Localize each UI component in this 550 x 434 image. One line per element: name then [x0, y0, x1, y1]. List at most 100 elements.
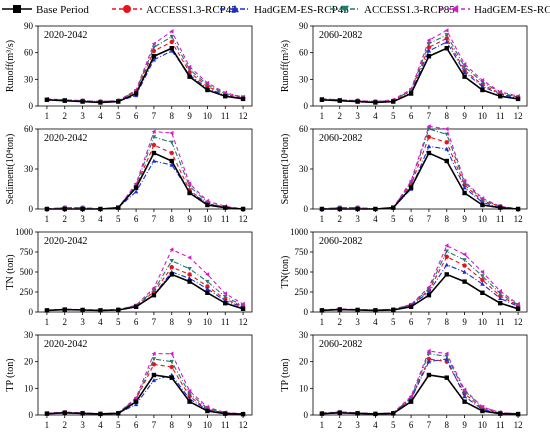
data-point: [187, 255, 192, 260]
data-point: [205, 87, 210, 93]
data-point: [133, 399, 139, 404]
data-point: [426, 144, 432, 149]
period-label: 2020-2042: [44, 133, 87, 144]
data-point: [515, 96, 521, 102]
y-tick-label: 0: [29, 307, 34, 317]
legend-item: HadGEM-ES-RCP85: [440, 4, 550, 16]
x-tick-label: 5: [116, 111, 121, 121]
data-point: [498, 94, 503, 99]
data-point: [169, 39, 174, 45]
x-tick-label: 8: [445, 420, 450, 430]
data-point: [223, 291, 228, 296]
data-point: [151, 293, 157, 298]
x-tick-label: 12: [239, 111, 248, 121]
x-tick-label: 7: [427, 111, 432, 121]
series-line: [46, 136, 244, 210]
y-tick-label: 0: [304, 307, 309, 317]
x-tick-label: 4: [373, 111, 378, 121]
series: [44, 269, 246, 313]
y-tick-label: 20: [299, 357, 309, 367]
data-point: [319, 206, 325, 212]
data-point: [462, 258, 467, 263]
y-axis-label: TP (ton): [280, 358, 291, 391]
data-point: [444, 356, 449, 361]
data-point: [498, 293, 503, 299]
x-tick-label: 1: [45, 317, 50, 327]
data-point: [133, 91, 139, 96]
x-tick-label: 6: [409, 111, 414, 121]
data-point: [187, 279, 192, 284]
data-point: [480, 281, 485, 286]
data-point: [373, 206, 378, 212]
x-tick-label: 7: [152, 317, 157, 327]
data-point: [426, 54, 432, 59]
data-point: [151, 135, 157, 140]
x-tick-label: 1: [320, 111, 325, 121]
data-point: [355, 307, 360, 313]
legend-marker: [231, 5, 239, 13]
data-point: [462, 399, 467, 404]
y-tick-label: 500: [20, 267, 34, 277]
y-axis-label: TN (ton): [5, 254, 16, 289]
data-point: [169, 29, 174, 34]
data-point: [205, 404, 210, 410]
x-tick-label: 8: [445, 317, 450, 327]
x-tick-label: 1: [45, 214, 50, 224]
series: [44, 259, 246, 313]
x-tick-label: 3: [80, 420, 85, 430]
series-line: [46, 248, 244, 311]
series-line: [321, 374, 519, 415]
series-line: [46, 273, 244, 312]
x-tick-label: 2: [338, 111, 343, 121]
data-point: [319, 411, 325, 416]
y-tick-label: 0: [304, 204, 309, 214]
data-point: [151, 357, 157, 362]
series-line: [321, 256, 519, 311]
data-point: [116, 205, 121, 210]
data-point: [462, 65, 467, 70]
data-point: [44, 411, 50, 416]
data-point: [151, 351, 156, 356]
x-tick-label: 3: [80, 317, 85, 327]
legend-item: ACCESS1.3-RCP85: [330, 4, 455, 16]
series-line: [46, 151, 244, 210]
data-point: [444, 351, 449, 356]
series: [44, 351, 245, 416]
data-point: [462, 394, 467, 399]
data-point: [205, 202, 210, 208]
x-tick-label: 7: [427, 317, 432, 327]
x-tick-label: 9: [462, 214, 467, 224]
data-point: [337, 206, 342, 212]
y-tick-label: 10: [299, 383, 309, 393]
data-point: [133, 185, 139, 190]
x-tick-label: 12: [239, 420, 248, 430]
data-point: [426, 285, 431, 290]
data-point: [151, 372, 157, 378]
data-point: [169, 130, 174, 136]
x-tick-label: 6: [134, 214, 139, 224]
x-tick-label: 11: [221, 214, 230, 224]
data-point: [223, 411, 228, 416]
data-point: [205, 408, 210, 414]
y-tick-label: 0: [304, 101, 309, 111]
data-point: [151, 158, 157, 163]
data-point: [462, 190, 467, 196]
legend-marker: [123, 5, 131, 13]
y-tick-label: 60: [24, 48, 34, 58]
series-line: [46, 358, 244, 415]
data-point: [480, 269, 485, 275]
legend-label: Base Period: [36, 4, 89, 16]
data-point: [169, 364, 174, 370]
data-point: [515, 306, 521, 311]
data-point: [426, 348, 431, 354]
data-point: [462, 269, 467, 274]
y-tick-label: 20: [24, 357, 34, 367]
x-tick-label: 9: [187, 420, 192, 430]
x-tick-label: 3: [80, 111, 85, 121]
period-label: 2060-2082: [319, 339, 362, 350]
data-point: [408, 304, 414, 309]
x-tick-label: 6: [134, 111, 139, 121]
data-point: [408, 394, 413, 399]
